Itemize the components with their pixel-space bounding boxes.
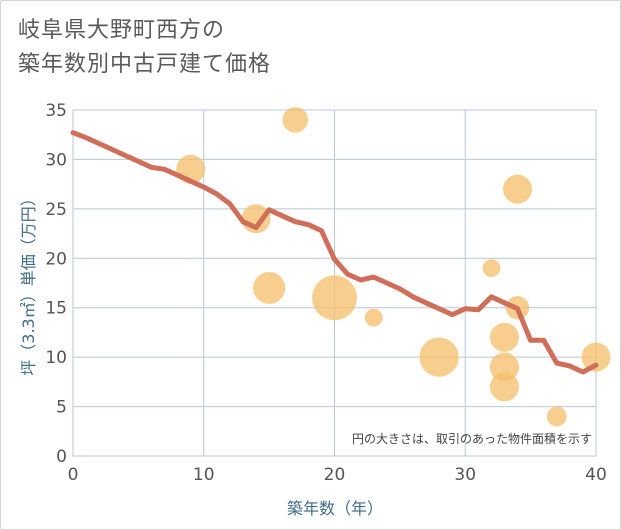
y-tick-label: 10 — [45, 348, 67, 368]
x-tick-label: 20 — [324, 465, 346, 485]
x-tick-label: 10 — [193, 465, 215, 485]
chart-title: 岐阜県大野町西方の 築年数別中古戸建て価格 — [18, 14, 271, 82]
title-line-2: 築年数別中古戸建て価格 — [18, 52, 272, 77]
data-bubble — [489, 372, 519, 402]
y-tick-label: 35 — [45, 101, 67, 121]
data-bubble — [364, 308, 383, 327]
data-bubble — [489, 322, 519, 352]
trend-line — [70, 130, 599, 375]
bubble-size-note: 円の大きさは、取引のあった物件面積を示す — [352, 431, 592, 446]
title-line-1: 岐阜県大野町西方の — [18, 18, 226, 43]
x-tick-label: 30 — [454, 465, 476, 485]
y-tick-label: 20 — [45, 249, 67, 269]
x-tick-label: 40 — [585, 465, 607, 485]
data-bubble — [419, 337, 459, 377]
data-bubble — [282, 107, 309, 133]
y-tick-label: 30 — [45, 150, 67, 170]
tick-labels: 0 10 20 30 40 0 5 10 15 20 25 30 35 — [45, 101, 606, 485]
y-tick-label: 5 — [56, 398, 67, 418]
x-tick-label: 0 — [68, 465, 79, 485]
data-bubble — [312, 275, 357, 321]
y-tick-label: 15 — [45, 299, 67, 319]
data-bubble — [482, 259, 501, 278]
data-bubble — [503, 174, 533, 204]
data-bubble — [253, 271, 286, 304]
y-tick-label: 0 — [56, 447, 67, 467]
x-axis-title: 築年数（年） — [287, 499, 383, 518]
y-axis-title: 坪（3.3㎡）単価（万円） — [19, 190, 38, 375]
data-bubble — [546, 406, 567, 427]
data-bubble — [581, 342, 611, 372]
y-tick-label: 25 — [45, 200, 67, 220]
